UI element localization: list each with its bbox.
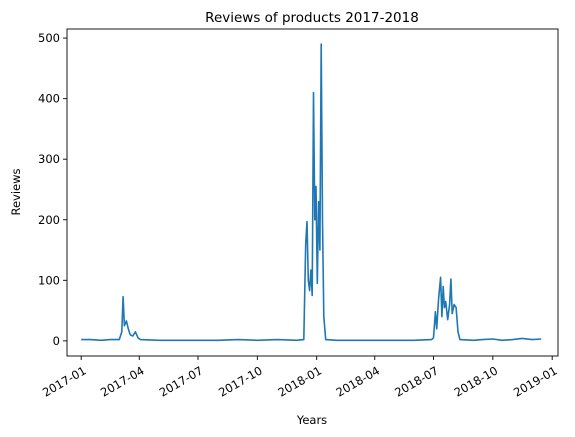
y-tick-label: 400 [38,92,60,106]
chart-title: Reviews of products 2017-2018 [205,10,419,26]
y-axis-label: Reviews [9,168,23,215]
x-tick-label: 2018-10 [452,363,501,399]
x-tick-label: 2018-01 [275,363,324,399]
plot-area [66,28,559,357]
y-tick-label: 300 [38,152,60,166]
x-axis-label: Years [296,413,327,427]
x-tick-label: 2018-04 [334,363,383,399]
y-tick-label: 500 [38,31,60,45]
y-tick-label: 100 [38,273,60,287]
x-tick-label: 2017-07 [157,363,206,399]
y-axis: 0 100 200 300 400 500 [38,31,67,348]
x-tick-label: 2017-04 [98,363,147,399]
x-tick-label: 2018-07 [392,363,441,399]
series-line [81,43,542,342]
x-tick-label: 2017-10 [216,363,265,399]
plot-frame [66,28,559,357]
y-tick-label: 200 [38,213,60,227]
x-axis: 2017-01 2017-04 2017-07 2017-10 2018-01 2018-… [40,356,560,400]
x-tick-label: 2019-01 [511,363,560,399]
x-tick-label: 2017-01 [40,363,89,399]
y-tick-label: 0 [53,334,60,348]
